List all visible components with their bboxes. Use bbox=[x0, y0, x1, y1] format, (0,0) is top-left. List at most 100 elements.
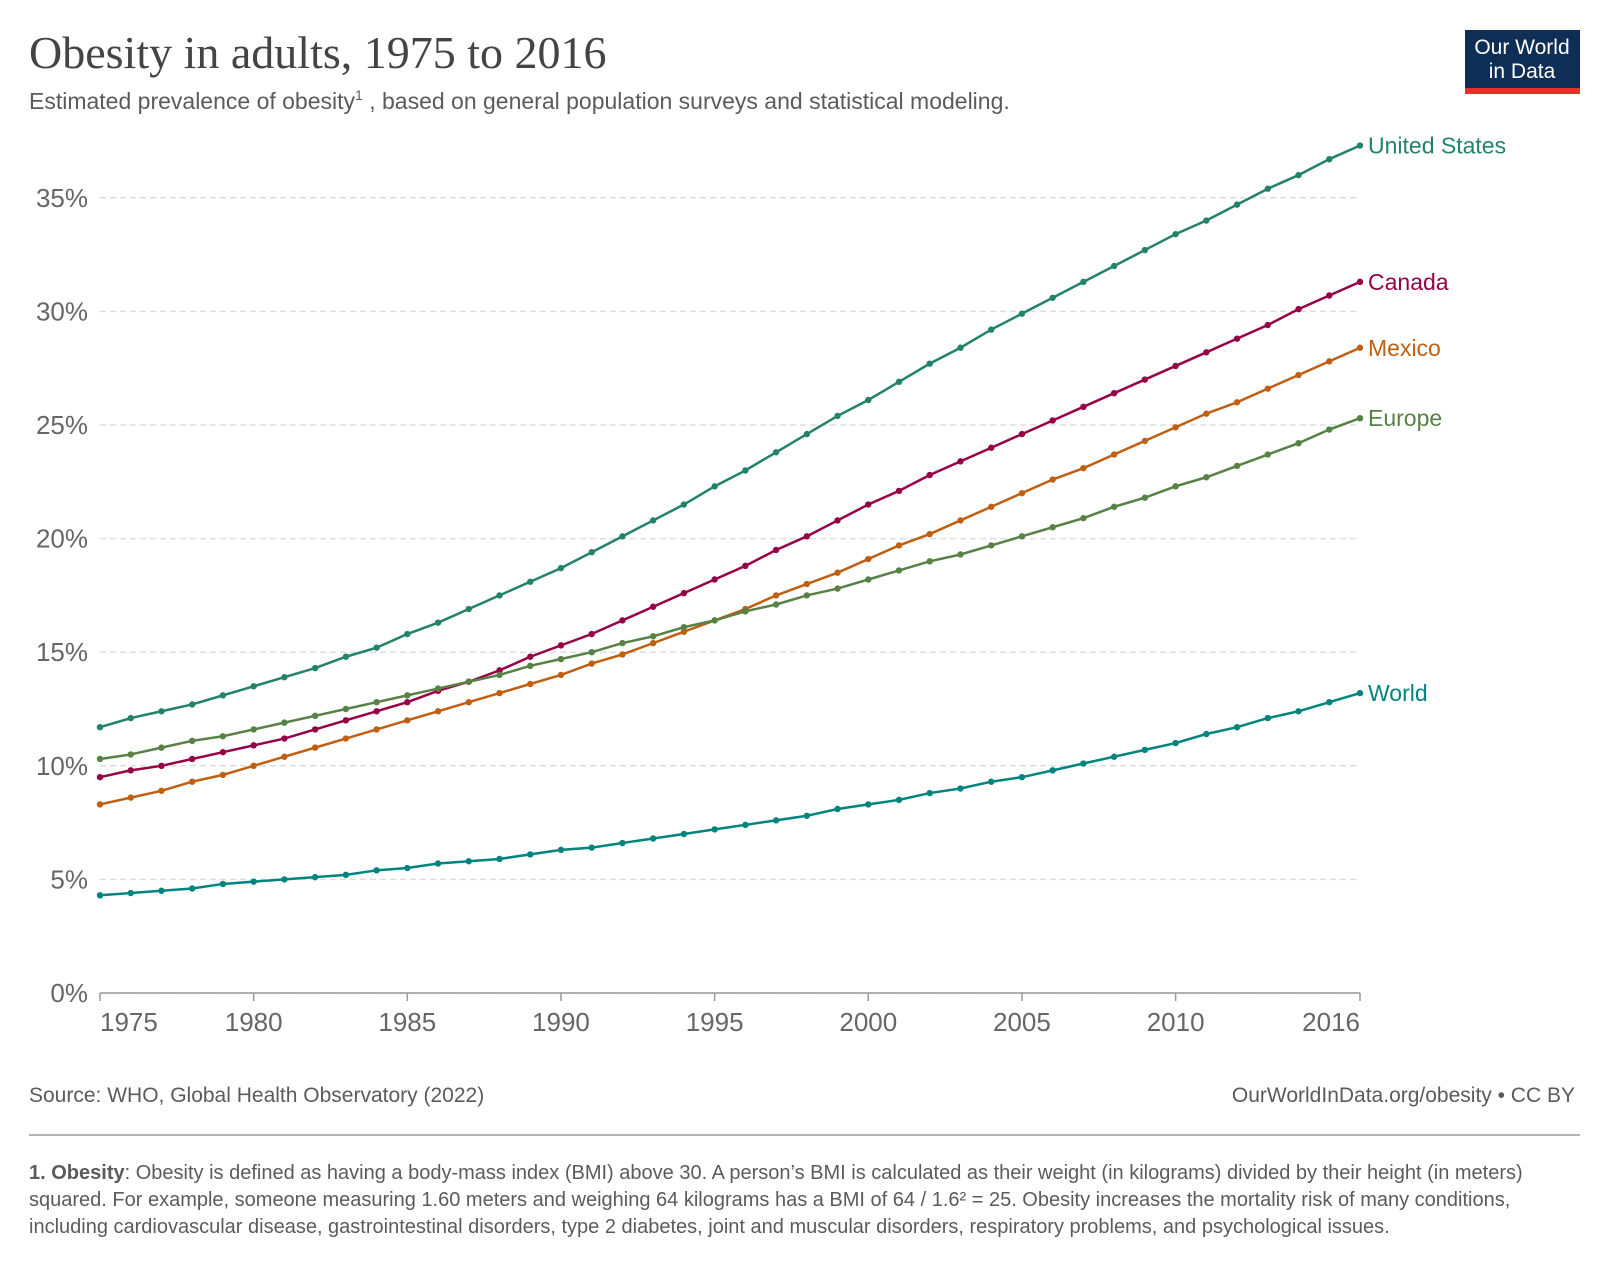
subtitle-note-ref: 1 bbox=[355, 87, 363, 103]
point bbox=[772, 592, 780, 599]
point bbox=[588, 844, 595, 851]
point bbox=[1049, 524, 1056, 531]
point bbox=[865, 396, 872, 404]
series-label: United States bbox=[1368, 133, 1506, 159]
point bbox=[711, 617, 718, 624]
point bbox=[1326, 292, 1333, 299]
point bbox=[588, 630, 595, 638]
chart-subtitle: Estimated prevalence of obesity1 , based… bbox=[29, 87, 1010, 114]
url: OurWorldInData.org/obesity • CC BY bbox=[1232, 1084, 1575, 1107]
series-label: Europe bbox=[1368, 405, 1442, 431]
point bbox=[342, 653, 350, 660]
point bbox=[465, 698, 472, 706]
series-line bbox=[99, 417, 1361, 761]
point bbox=[1141, 746, 1149, 754]
point bbox=[188, 701, 196, 708]
point bbox=[1110, 753, 1118, 760]
point bbox=[465, 605, 472, 613]
point bbox=[1203, 349, 1210, 356]
point bbox=[1141, 494, 1149, 501]
point bbox=[373, 726, 380, 733]
point bbox=[404, 864, 411, 872]
point bbox=[957, 551, 964, 558]
point bbox=[1295, 171, 1302, 179]
point bbox=[1356, 414, 1364, 422]
point bbox=[404, 717, 411, 724]
chart: Obesity in adults, 1975 to 2016 Estimate… bbox=[29, 27, 1580, 1136]
point bbox=[527, 851, 534, 858]
point bbox=[434, 860, 442, 867]
point bbox=[250, 742, 257, 749]
point bbox=[1356, 278, 1364, 286]
point bbox=[188, 755, 196, 763]
point bbox=[527, 653, 534, 660]
point bbox=[988, 778, 995, 785]
point bbox=[680, 501, 688, 508]
point bbox=[342, 717, 350, 724]
subtitle-rest: , based on general population surveys an… bbox=[363, 88, 1010, 114]
point bbox=[834, 585, 841, 592]
point bbox=[803, 580, 811, 588]
point bbox=[127, 714, 134, 722]
point bbox=[527, 662, 534, 670]
point bbox=[1264, 321, 1272, 329]
point bbox=[1018, 533, 1026, 540]
point bbox=[496, 671, 503, 679]
point bbox=[926, 471, 933, 479]
point bbox=[127, 889, 134, 897]
point bbox=[1049, 417, 1056, 424]
point bbox=[1080, 464, 1087, 472]
point bbox=[434, 708, 442, 715]
point bbox=[434, 685, 442, 692]
point bbox=[1049, 294, 1056, 301]
point bbox=[1264, 385, 1272, 392]
point bbox=[1356, 689, 1364, 697]
point bbox=[1110, 389, 1118, 397]
point bbox=[1141, 246, 1149, 254]
point bbox=[1018, 310, 1026, 317]
point bbox=[1264, 714, 1272, 722]
point bbox=[649, 639, 657, 647]
point bbox=[465, 858, 472, 865]
y-tick-label: 25% bbox=[36, 410, 88, 440]
point bbox=[496, 592, 503, 599]
point bbox=[250, 726, 257, 733]
point bbox=[649, 603, 657, 610]
point bbox=[957, 785, 964, 792]
point bbox=[1233, 723, 1241, 731]
point bbox=[1172, 424, 1179, 431]
point bbox=[311, 744, 319, 751]
series-label: Mexico bbox=[1368, 335, 1441, 361]
point bbox=[895, 567, 903, 574]
y-tick-label: 20% bbox=[36, 524, 88, 554]
point bbox=[1080, 760, 1087, 767]
point bbox=[1326, 358, 1333, 365]
point bbox=[957, 517, 964, 524]
logo-text: Our World bbox=[1474, 36, 1569, 59]
point bbox=[803, 430, 811, 438]
point bbox=[281, 673, 288, 681]
source: Source: WHO, Global Health Observatory (… bbox=[29, 1084, 484, 1107]
y-tick-label: 35% bbox=[36, 183, 88, 213]
point bbox=[588, 649, 595, 656]
point bbox=[649, 835, 657, 842]
point bbox=[1326, 698, 1333, 706]
point bbox=[1141, 437, 1149, 445]
x-tick-label: 1990 bbox=[532, 1007, 590, 1037]
point bbox=[127, 794, 134, 801]
point bbox=[96, 892, 104, 899]
y-tick-label: 30% bbox=[36, 296, 88, 326]
point bbox=[281, 735, 288, 742]
series-line bbox=[99, 691, 1361, 897]
point bbox=[619, 639, 626, 647]
point bbox=[649, 517, 657, 524]
point bbox=[1018, 773, 1026, 781]
point bbox=[1203, 410, 1210, 417]
point bbox=[1233, 201, 1241, 208]
point bbox=[557, 642, 565, 649]
point bbox=[434, 619, 442, 626]
point bbox=[1080, 403, 1087, 411]
point bbox=[1018, 489, 1026, 497]
point bbox=[988, 542, 995, 549]
point bbox=[1233, 335, 1241, 342]
